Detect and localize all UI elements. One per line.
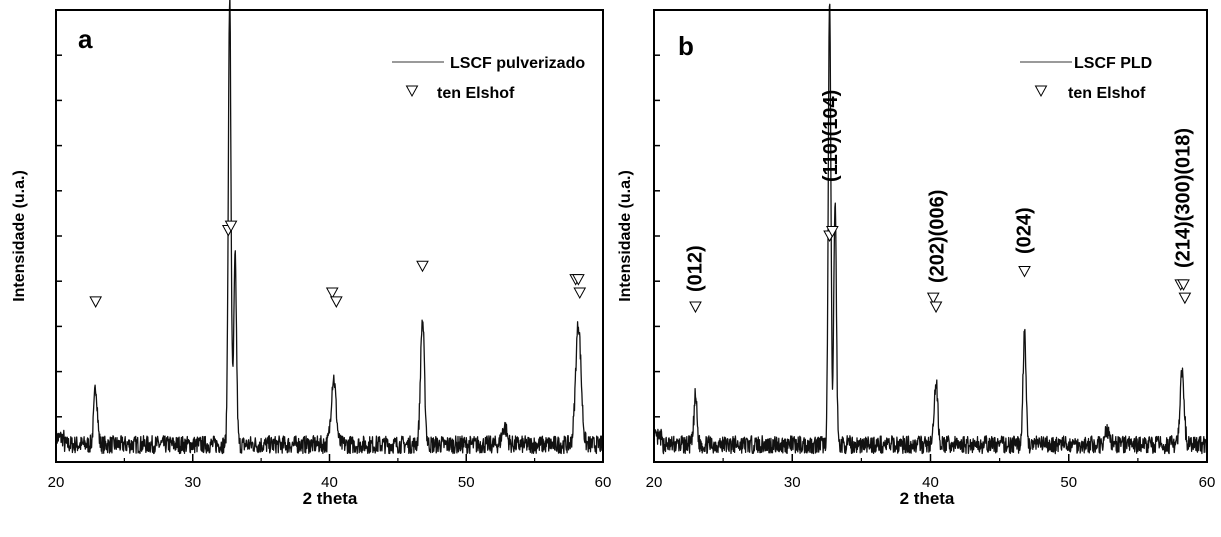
x-tick-layer-b: 20 30 40 50 60: [646, 454, 1216, 491]
reference-triangle-marker: [224, 220, 238, 233]
panel-label-b: b: [678, 31, 694, 61]
xrd-trace-layer-a: [55, 0, 604, 455]
reference-triangle-marker: [416, 260, 429, 273]
panel-label-a: a: [78, 24, 93, 54]
miller-index-label: (024): [1014, 207, 1036, 254]
reference-triangle-marker: [926, 292, 940, 305]
miller-index-label: (202)(006): [926, 190, 948, 283]
reference-triangle-marker: [89, 296, 103, 308]
chart-panel-b: 20 30 40 50 60 (012) (110)(104) (202)(006) (024…: [617, 3, 1216, 508]
legend-marker-entry-a: ten Elshof: [437, 85, 515, 102]
legend-marker-entry-b: ten Elshof: [1068, 85, 1146, 102]
x-tick-label: 40: [922, 474, 939, 491]
reference-triangle-marker: [325, 287, 339, 300]
xrd-trace-line: [653, 3, 1208, 455]
miller-index-label: (214)(300)(018): [1172, 128, 1194, 268]
miller-index-label: (110)(104): [820, 90, 842, 182]
xrd-trace-line: [55, 0, 604, 455]
y-axis-label-a: Intensidade (u.a.): [11, 170, 28, 302]
reference-triangle-marker: [1178, 292, 1192, 305]
y-axis-label-b: Intensidade (u.a.): [617, 170, 634, 302]
x-tick-label: 20: [48, 474, 65, 491]
chart-panel-a: 20 30 40 50 60 a 2 theta Intensidade (u.a.) …: [11, 0, 611, 508]
x-axis-label-a: 2 theta: [303, 489, 358, 508]
reference-triangle-marker: [689, 301, 702, 314]
reference-triangle-marker: [573, 287, 587, 300]
legend-triangle-marker-a: [405, 85, 419, 98]
y-tick-layer-b: [654, 54, 660, 418]
x-tick-label: 30: [784, 474, 801, 491]
legend-line-entry-b: LSCF PLD: [1074, 55, 1152, 72]
x-tick-label: 40: [321, 474, 338, 491]
x-tick-label: 50: [458, 474, 475, 491]
reference-triangle-marker: [1177, 279, 1190, 291]
x-tick-label: 30: [184, 474, 201, 491]
reference-marker-layer-b: [689, 226, 1192, 314]
reference-triangle-marker: [329, 296, 343, 308]
miller-index-annotation-layer-b: (012) (110)(104) (202)(006) (024) (214)(300)…: [684, 90, 1194, 292]
reference-triangle-marker: [572, 274, 585, 286]
x-axis-label-b: 2 theta: [900, 489, 955, 508]
legend-triangle-marker-b: [1034, 85, 1048, 98]
reference-marker-layer-a: [89, 220, 587, 308]
x-tick-label: 20: [646, 474, 663, 491]
legend-a: LSCF pulverizado ten Elshof: [392, 55, 585, 102]
legend-b: LSCF PLD ten Elshof: [1020, 55, 1152, 102]
reference-triangle-marker: [825, 226, 839, 238]
reference-triangle-marker: [1018, 266, 1031, 278]
legend-line-entry-a: LSCF pulverizado: [450, 55, 585, 72]
y-tick-layer-a: [56, 54, 62, 418]
miller-index-label: (012): [684, 245, 706, 292]
x-tick-label: 60: [1199, 474, 1216, 491]
reference-triangle-marker: [929, 301, 943, 314]
x-tick-label: 60: [595, 474, 612, 491]
xrd-trace-layer-b: [653, 3, 1208, 455]
x-tick-layer-a: 20 30 40 50 60: [48, 454, 612, 491]
x-tick-label: 50: [1060, 474, 1077, 491]
